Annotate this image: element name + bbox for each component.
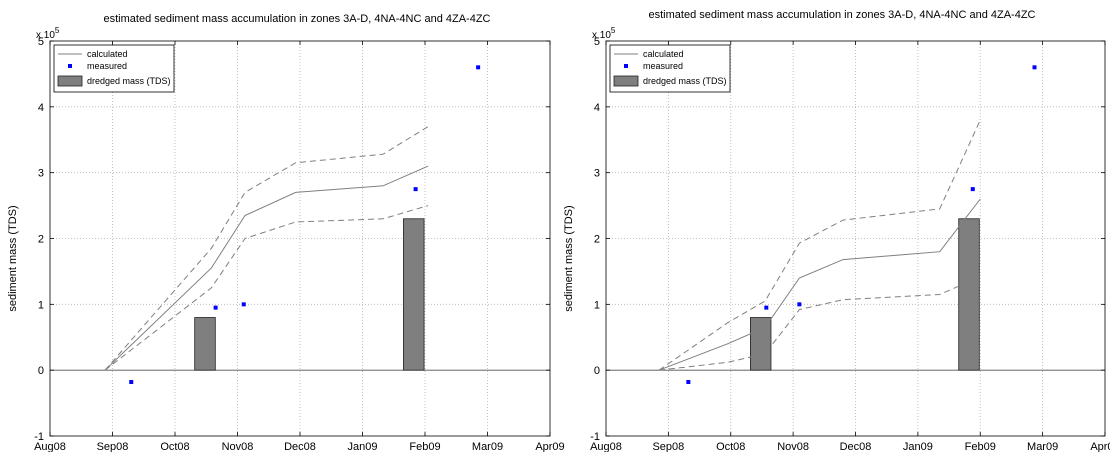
y-tick-label: 3 xyxy=(594,168,600,180)
x-tick-label: Apr09 xyxy=(1090,441,1110,452)
x-tick-label: Mar09 xyxy=(472,441,503,452)
x-tick-label: Feb09 xyxy=(965,441,996,452)
dredged-bar xyxy=(958,218,980,371)
x-tick-label: Oct08 xyxy=(716,441,745,452)
legend: calculated measured dredged mass (TDS) xyxy=(609,44,731,93)
dredged-bar xyxy=(749,317,772,371)
x-tick-label: Apr09 xyxy=(535,441,564,452)
measured-point xyxy=(764,305,769,310)
measured-point xyxy=(213,305,218,310)
y-tick-label: 4 xyxy=(594,102,600,114)
y-axis-label: sediment mass (TDS) xyxy=(563,205,575,311)
legend: calculated measured dredged mass (TDS) xyxy=(53,44,175,93)
legend-label-dredged: dredged mass (TDS) xyxy=(87,76,171,86)
calculated-line xyxy=(104,165,429,371)
measured-point xyxy=(413,187,418,192)
legend-label-dredged: dredged mass (TDS) xyxy=(643,76,727,86)
x-tick-label: Sep08 xyxy=(652,441,684,452)
exponent-power: 5 xyxy=(55,26,60,35)
chart-title: estimated sediment mass accumulation in … xyxy=(649,9,1036,21)
y-tick-label: 2 xyxy=(594,234,600,246)
measured-point xyxy=(129,380,134,385)
x-tick-label: Aug08 xyxy=(34,441,66,452)
dredged-bar xyxy=(403,218,425,371)
legend-label-measured: measured xyxy=(87,61,127,71)
y-tick-label: 0 xyxy=(594,365,600,377)
x-tick-label: Dec08 xyxy=(284,441,316,452)
y-axis-label: sediment mass (TDS) xyxy=(7,205,19,311)
x-tick-label: Oct08 xyxy=(160,441,189,452)
exponent-base: x 10 xyxy=(592,30,611,41)
y-tick-label: -1 xyxy=(34,431,44,443)
calculated-bound-line xyxy=(658,276,981,371)
legend-marker-swatch xyxy=(624,64,628,68)
legend-label-calculated: calculated xyxy=(87,49,128,59)
calculated-line xyxy=(658,198,981,371)
chart-panel-1: Aug08 Sep08 Oct08 Nov08 Dec08 Jan09 Feb09 Mar09… xyxy=(7,13,565,453)
y-tick-label: 5 xyxy=(594,36,600,48)
x-tick-label: Jan09 xyxy=(348,441,378,452)
y-tick-label: 5 xyxy=(38,36,44,48)
y-tick-label: 1 xyxy=(38,299,44,311)
measured-point xyxy=(1032,65,1037,70)
legend-bar-swatch xyxy=(613,75,639,87)
measured-point xyxy=(797,302,802,307)
legend-label-measured: measured xyxy=(643,61,683,71)
y-tick-label: 4 xyxy=(38,102,44,114)
calculated-bound-line xyxy=(104,205,429,371)
legend-marker-swatch xyxy=(68,64,72,68)
x-tick-label: Sep08 xyxy=(97,441,129,452)
x-tick-label: Nov08 xyxy=(777,441,809,452)
measured-point xyxy=(241,302,246,307)
dredged-bar xyxy=(194,317,216,371)
measured-point xyxy=(970,187,975,192)
y-tick-label: 2 xyxy=(38,234,44,246)
exponent-base: x 10 xyxy=(36,30,55,41)
y-tick-label: 3 xyxy=(38,168,44,180)
chart-title: estimated sediment mass accumulation in … xyxy=(104,13,491,25)
exponent-power: 5 xyxy=(611,26,616,35)
y-tick-label: 1 xyxy=(594,299,600,311)
legend-label-calculated: calculated xyxy=(643,49,684,59)
y-exponent-label: x 105 xyxy=(36,26,60,41)
x-tick-label: Dec08 xyxy=(840,441,872,452)
y-exponent-label: x 105 xyxy=(592,26,616,41)
legend-bar-swatch xyxy=(57,75,83,87)
calculated-bound-line xyxy=(658,119,981,371)
calculated-bound-line xyxy=(104,126,429,371)
x-tick-label: Nov08 xyxy=(222,441,254,452)
y-tick-label: -1 xyxy=(590,431,600,443)
y-tick-label: 0 xyxy=(38,365,44,377)
x-tick-label: Mar09 xyxy=(1027,441,1058,452)
chart-panel-2: Aug08 Sep08 Oct08 Nov08 Dec08 Jan09 Feb09 Mar09… xyxy=(563,9,1110,453)
x-tick-label: Jan09 xyxy=(903,441,933,452)
x-tick-label: Aug08 xyxy=(590,441,622,452)
measured-point xyxy=(476,65,481,70)
x-tick-label: Feb09 xyxy=(409,441,440,452)
measured-point xyxy=(686,380,691,385)
